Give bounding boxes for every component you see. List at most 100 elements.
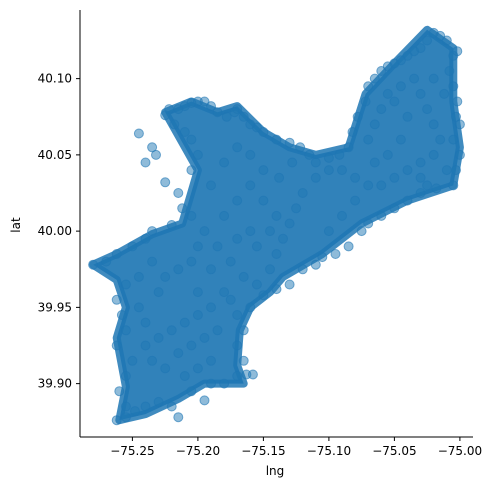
data-point: [363, 180, 374, 191]
data-point: [219, 210, 230, 221]
data-point: [225, 294, 236, 305]
data-point: [247, 369, 258, 380]
data-point: [389, 96, 400, 107]
data-point: [245, 226, 256, 237]
data-point: [395, 81, 406, 92]
data-point: [199, 332, 210, 343]
data-point: [130, 406, 140, 417]
data-point: [140, 340, 151, 351]
y-tick-label: 40.00: [38, 224, 72, 238]
data-point: [225, 256, 236, 267]
data-point: [245, 180, 256, 191]
data-point: [402, 165, 413, 176]
data-point: [265, 226, 275, 237]
data-point: [415, 157, 426, 168]
data-point: [422, 180, 433, 191]
data-point: [192, 363, 203, 374]
data-point: [452, 96, 463, 107]
data-point: [265, 264, 275, 275]
data-point: [153, 287, 164, 298]
data-point: [323, 165, 334, 176]
x-tick-label: −75.20: [176, 444, 220, 458]
data-point: [428, 149, 439, 160]
data-point: [428, 119, 439, 130]
data-point: [448, 81, 459, 92]
data-point: [402, 195, 413, 206]
data-point: [271, 249, 282, 259]
data-point: [206, 180, 216, 191]
data-point: [160, 271, 171, 282]
y-tick-label: 39.95: [38, 300, 72, 314]
data-point: [363, 81, 374, 92]
data-point: [238, 271, 249, 282]
data-point: [166, 401, 177, 412]
data-point: [166, 325, 177, 336]
x-tick-label: −75.00: [438, 444, 482, 458]
data-point: [147, 142, 158, 153]
data-point: [278, 233, 288, 244]
data-point: [363, 134, 374, 145]
data-point: [422, 104, 433, 115]
data-point: [451, 165, 461, 176]
data-point: [323, 226, 334, 237]
x-tick-label: −75.25: [110, 444, 154, 458]
data-point: [219, 287, 230, 298]
data-point: [284, 137, 295, 148]
data-point: [127, 241, 138, 252]
data-point: [238, 111, 249, 122]
data-point: [251, 279, 262, 290]
data-point: [232, 142, 243, 153]
data-point: [212, 241, 223, 252]
y-axis-label: lat: [9, 217, 23, 233]
data-point: [409, 73, 420, 84]
data-point: [206, 378, 216, 389]
data-point: [206, 264, 216, 275]
x-axis-ticks: −75.25 −75.20 −75.15 −75.10 −75.05 −75.00: [110, 437, 482, 458]
data-point: [147, 355, 158, 366]
data-point: [160, 177, 171, 188]
data-point: [206, 302, 216, 313]
data-point: [258, 165, 269, 176]
data-point: [186, 256, 197, 267]
data-point: [173, 412, 184, 423]
data-point: [415, 172, 426, 183]
data-point: [192, 149, 203, 160]
data-point: [199, 226, 210, 237]
data-point: [360, 96, 371, 107]
data-point: [271, 210, 282, 221]
data-point: [451, 111, 461, 122]
data-point: [186, 134, 197, 145]
data-point: [310, 157, 321, 168]
data-point: [337, 165, 347, 176]
data-point: [415, 88, 426, 99]
data-point: [245, 149, 256, 160]
data-point: [251, 241, 262, 252]
data-point: [169, 119, 180, 130]
data-point: [363, 218, 374, 229]
data-point: [310, 172, 321, 183]
data-point: [153, 396, 164, 407]
data-point: [212, 107, 223, 118]
data-point: [120, 412, 131, 423]
data-point: [304, 149, 315, 160]
data-point: [454, 149, 465, 160]
plot-area: [88, 25, 465, 426]
data-point: [389, 203, 400, 214]
x-axis-label: lng: [266, 464, 285, 478]
y-tick-label: 40.05: [38, 148, 72, 162]
y-axis-ticks: 39.90 39.95 40.00 40.05 40.10: [38, 72, 80, 391]
data-point: [369, 73, 380, 84]
data-point: [114, 386, 125, 397]
data-point: [428, 73, 439, 84]
data-point: [177, 203, 188, 214]
data-point: [120, 325, 131, 336]
data-point: [238, 325, 249, 336]
data-point: [111, 415, 122, 426]
data-point: [192, 241, 203, 252]
data-point: [186, 340, 197, 351]
data-point: [258, 290, 269, 301]
data-point: [173, 348, 184, 359]
data-point: [232, 371, 243, 381]
data-point: [179, 371, 190, 381]
data-point: [271, 134, 282, 145]
